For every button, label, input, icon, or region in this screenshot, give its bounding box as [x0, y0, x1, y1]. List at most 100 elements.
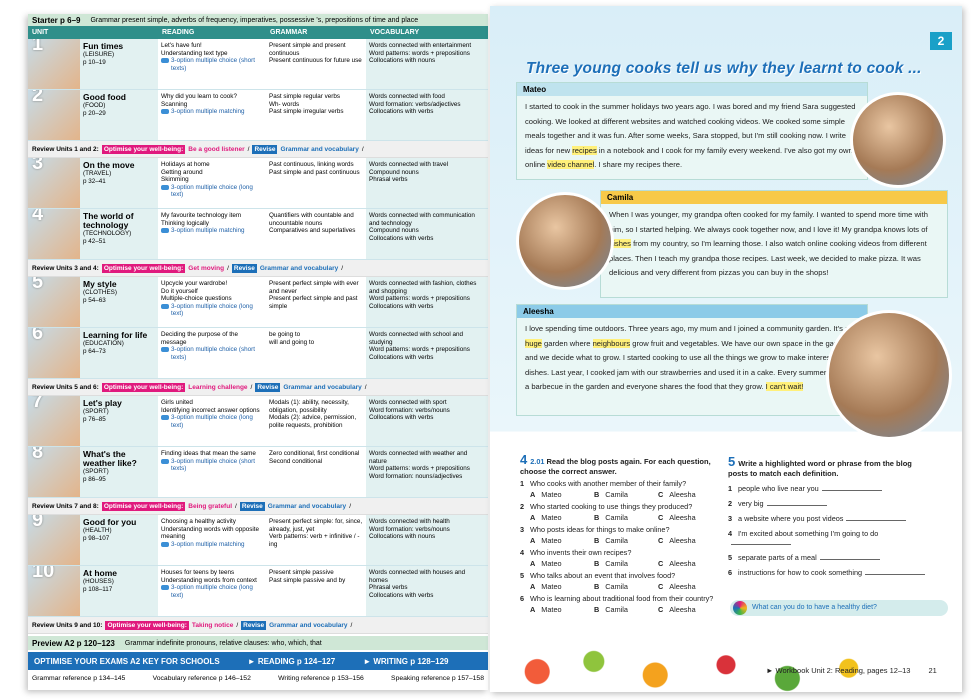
unit-image: 3 — [28, 158, 80, 208]
post-text: When I was younger, my grandpa often coo… — [601, 204, 947, 285]
exam-task: 3-option multiple choice (long text) — [161, 303, 263, 318]
item-text: separate parts of a meal — [738, 553, 817, 562]
definition: 4 I'm excited about something I'm going t… — [728, 529, 928, 547]
grammar-item: Past simple irregular verbs — [269, 108, 344, 115]
reading-item: Understanding words from context — [161, 576, 257, 584]
vocabulary-item: Words connected with travel — [369, 161, 448, 168]
vocabulary-item: Word patterns: words + prepositions — [369, 465, 470, 472]
unit-cell: Good for you (HEALTH) p 98–107 — [80, 515, 158, 565]
grammar-item: Wh- words — [269, 100, 300, 108]
highlighted-word: dishes — [609, 239, 631, 248]
grammar-item: Present perfect simple and past simple — [269, 295, 358, 310]
wellbeing-topic: Get moving — [188, 264, 225, 272]
exam-task: 3-option multiple choice (short texts) — [161, 346, 263, 361]
item-number: 3 — [728, 514, 733, 523]
exam-task: 3-option multiple choice (long text) — [161, 584, 263, 599]
option: B Camila — [594, 605, 658, 614]
grammar-cell: be going to will and going to — [266, 328, 366, 378]
reading-cell: Holidays at home Getting around Skimming 3-… — [158, 158, 266, 208]
vocabulary-item: Words connected with health — [369, 518, 450, 525]
exam-task: 3-option multiple choice (short texts) — [161, 57, 263, 72]
unit-pages: p 42–51 — [83, 237, 106, 245]
grammar-item: will and going to — [269, 338, 315, 346]
option: B Camila — [594, 559, 658, 568]
option-name: Mateo — [541, 513, 562, 522]
option-letter: C — [658, 490, 664, 499]
vocabulary-item: Collocations with verbs — [369, 234, 434, 242]
vocabulary-item: Word patterns: words + prepositions — [369, 49, 470, 57]
vocabulary-item: Phrasal verbs — [369, 176, 408, 183]
reading-item: Do it yourself — [161, 287, 198, 295]
unit-pages: p 76–85 — [83, 415, 106, 423]
option-name: Aleesha — [669, 513, 696, 522]
option-letter: B — [594, 536, 600, 545]
option-letter: B — [594, 605, 600, 614]
revise-topic: Grammar and vocabulary — [283, 383, 362, 391]
item-text: very big — [738, 499, 764, 508]
vocabulary-item: Collocations with verbs — [369, 353, 434, 361]
unit-topic: (TRAVEL) — [83, 170, 112, 177]
page-number: 21 — [928, 666, 937, 675]
vocabulary-item: Compound nouns — [369, 168, 419, 176]
reading-item: Holidays at home — [161, 161, 210, 168]
unit-title: Learning for life — [83, 330, 148, 340]
option-letter: B — [594, 490, 600, 499]
unit-number: 9 — [32, 515, 44, 531]
photo — [516, 192, 614, 290]
option-letter: C — [658, 513, 664, 522]
highlighted-word: huge — [525, 338, 542, 348]
post-text: I started to cook in the summer holidays… — [517, 96, 867, 177]
unit-row: 3 On the move (TRAVEL) p 32–41 Holidays at h… — [28, 158, 488, 209]
option: C Aleesha — [658, 490, 722, 499]
separator: / — [250, 383, 253, 391]
unit-pages: p 98–107 — [83, 534, 110, 542]
review-label: Review Units 7 and 8: — [32, 502, 99, 510]
grammar-item: Modals (1): ability, necessity, obligati… — [269, 399, 349, 414]
column-header: VOCABULARY — [370, 29, 420, 36]
separator: / — [364, 383, 367, 391]
separator: / — [247, 145, 250, 153]
definition: 3 a website where you post videos — [728, 514, 928, 523]
preview-text: Grammar indefinite pronouns, relative cl… — [124, 639, 322, 647]
grammar-cell: Past continuous, linking words Past simpl… — [266, 158, 366, 208]
unit-cell: At home (HOUSES) p 108–117 — [80, 566, 158, 616]
unit-title: Good for you — [83, 517, 137, 527]
revise-label: Revise — [252, 144, 278, 154]
option-letter: A — [530, 582, 536, 591]
unit-title: My style — [83, 279, 117, 289]
workbook-ref: ► Workbook Unit 2: Reading, pages 12–13 — [766, 666, 911, 675]
option-name: Mateo — [541, 605, 562, 614]
optimise-reading: ► READING p 124–127 — [247, 656, 336, 666]
unit-cell: The world of technology (TECHNOLOGY) p 42–… — [80, 209, 158, 259]
wellbeing-label: Optimise your well-being: — [105, 620, 189, 630]
separator: / — [350, 621, 353, 629]
exam-task: 3-option multiple matching — [161, 108, 263, 116]
unit-number: 6 — [32, 328, 44, 344]
reading-item: Skimming — [161, 176, 189, 183]
answer-blank — [766, 505, 827, 506]
vocabulary-cell: Words connected with food Word formation:… — [366, 90, 488, 140]
vocabulary-cell: Words connected with communication and t… — [366, 209, 488, 259]
vocabulary-item: Collocations with nouns — [369, 533, 436, 540]
grammar-item: Verb patterns: verb + infinitive / -ing — [269, 533, 360, 548]
page-title: Three young cooks tell us why they learn… — [526, 60, 922, 77]
vocabulary-item: Words connected with entertainment — [369, 42, 472, 49]
reading-cell: Houses for teens by teens Understanding w… — [158, 566, 266, 616]
grammar-cell: Past simple regular verbs Wh- words Past s… — [266, 90, 366, 140]
review-row: Review Units 9 and 10: Optimise your well… — [28, 617, 488, 634]
vocabulary-item: Word formation: verbs/adjectives — [369, 100, 461, 108]
audio-track: 2.01 — [530, 457, 545, 466]
exercise-number: 4 — [520, 452, 528, 467]
unit-row: 6 Learning for life (EDUCATION) p 64–73 Deci… — [28, 328, 488, 379]
option-letter: C — [658, 582, 664, 591]
revise-label: Revise — [239, 501, 265, 511]
option: A Mateo — [530, 513, 594, 522]
grammar-cell: Quantifiers with countable and uncountab… — [266, 209, 366, 259]
unit-row: 10 At home (HOUSES) p 108–117 Houses for tee… — [28, 566, 488, 617]
grammar-item: Zero conditional, first conditional — [269, 450, 360, 457]
question: 6 Who is learning about traditional food … — [520, 594, 720, 603]
unit-cell: Fun times (LEISURE) p 10–19 — [80, 39, 158, 89]
vocabulary-item: Phrasal verbs — [369, 584, 408, 591]
reading-item: Finding ideas that mean the same — [161, 450, 256, 457]
option-letter: C — [658, 559, 664, 568]
